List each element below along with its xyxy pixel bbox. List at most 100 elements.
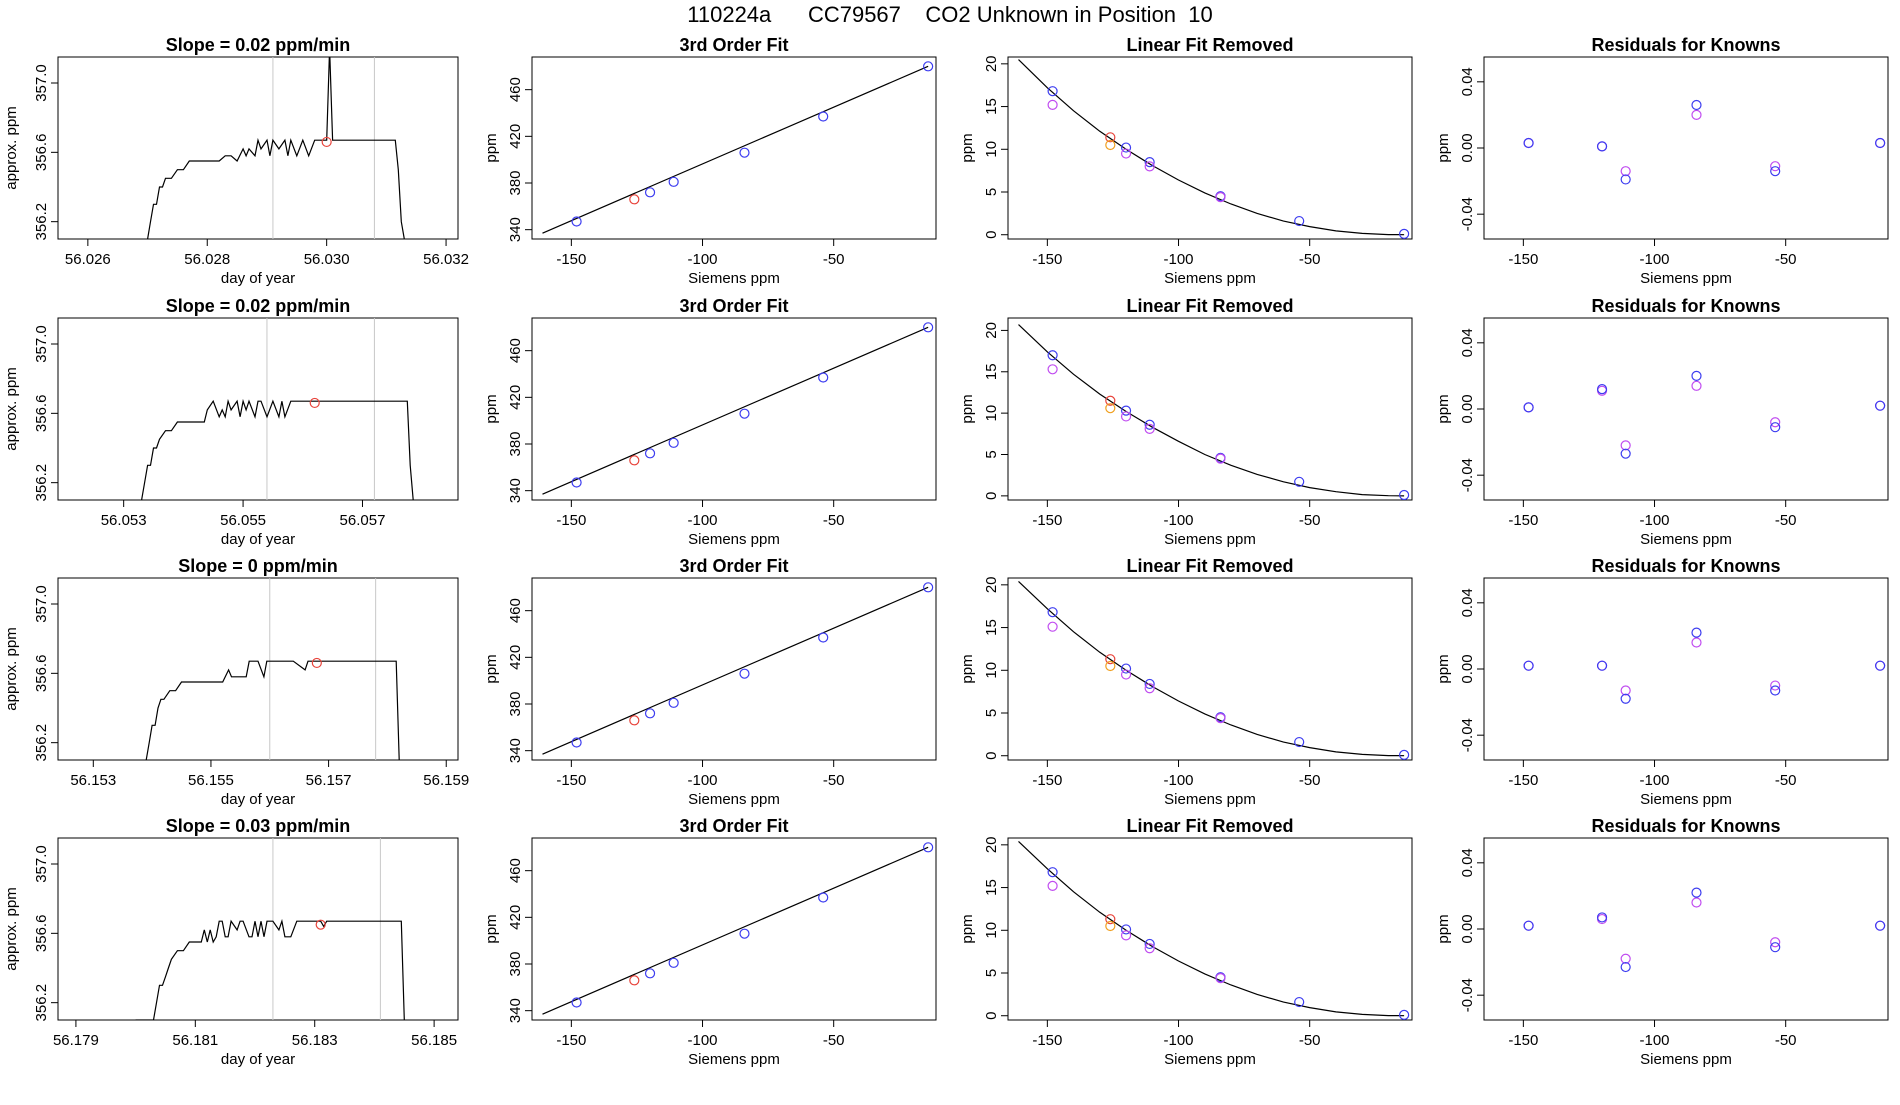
data-point <box>321 136 332 148</box>
plot-frame <box>1007 56 1413 240</box>
y-tick-label: -0.04 <box>1459 718 1476 752</box>
y-tick-label: 356.2 <box>33 464 50 502</box>
plot-area <box>145 578 400 760</box>
x-axis-label: Siemens ppm <box>688 1051 780 1068</box>
y-tick-label: 0.00 <box>1459 394 1476 423</box>
data-point <box>1596 660 1608 671</box>
y-tick-label: 357.0 <box>33 325 50 363</box>
y-tick-label: 0 <box>983 1012 1000 1020</box>
data-point <box>315 919 326 930</box>
chart-panel: Slope = 0.02 ppm/min 56.026 56.028 56.030 56… <box>3 35 469 287</box>
x-tick-label: -50 <box>1775 772 1797 789</box>
x-tick-label: 56.181 <box>172 1032 218 1049</box>
y-axis-label: ppm <box>1435 914 1452 943</box>
x-tick-label: -100 <box>1164 251 1194 268</box>
y-tick-label: 420 <box>507 124 524 149</box>
x-tick-label: 56.179 <box>53 1032 99 1049</box>
data-point <box>1215 453 1226 464</box>
x-tick-label: -100 <box>688 251 718 268</box>
y-axis-label: ppm <box>959 133 976 162</box>
y-tick-label: 460 <box>507 77 524 102</box>
x-axis-label: day of year <box>221 531 295 548</box>
y-tick-label: 10 <box>983 922 1000 939</box>
data-point <box>571 477 582 488</box>
plot-area <box>135 838 405 1020</box>
y-axis-label: approx. ppm <box>3 106 20 189</box>
chart-title: Slope = 0.03 ppm/min <box>166 816 351 836</box>
chart-title: Residuals for Knowns <box>1591 556 1780 576</box>
data-point <box>1399 1009 1410 1020</box>
data-point <box>1770 680 1781 691</box>
plot-area <box>141 318 414 500</box>
chart-panel: Residuals for Knowns -150 -100 -50 Siemens p… <box>1435 816 1889 1068</box>
y-tick-label: 356.6 <box>33 915 50 953</box>
y-tick-label: 356.6 <box>33 134 50 172</box>
x-tick-label: -50 <box>1775 251 1797 268</box>
data-point <box>1770 417 1781 428</box>
data-point <box>1596 141 1608 152</box>
data-point <box>1105 914 1116 925</box>
x-axis-label: Siemens ppm <box>688 791 780 808</box>
data-point <box>1399 489 1410 500</box>
y-tick-label: 10 <box>983 662 1000 679</box>
plot-frame <box>57 56 459 240</box>
x-axis-label: Siemens ppm <box>688 270 780 287</box>
data-point <box>1144 678 1155 690</box>
plot-area <box>542 61 934 234</box>
y-axis-label: ppm <box>483 394 500 423</box>
data-point <box>571 737 582 748</box>
chart-title: Linear Fit Removed <box>1126 816 1293 836</box>
x-tick-label: -150 <box>556 772 586 789</box>
data-line <box>147 57 405 239</box>
data-point <box>818 111 829 122</box>
data-point <box>739 408 750 419</box>
data-point <box>1047 350 1058 361</box>
data-point <box>1047 880 1058 891</box>
chart-title: Slope = 0.02 ppm/min <box>166 35 351 55</box>
data-point <box>1105 395 1116 406</box>
plot-area <box>1523 627 1886 704</box>
data-point <box>1770 161 1781 172</box>
x-tick-label: -100 <box>1164 1032 1194 1049</box>
chart-panel: Linear Fit Removed -150 -100 -50 Siemens ppm… <box>959 35 1413 287</box>
data-point <box>1294 996 1305 1008</box>
data-point <box>571 997 582 1008</box>
y-tick-label: 356.6 <box>33 395 50 433</box>
x-tick-label: -50 <box>823 1032 845 1049</box>
x-tick-label: 56.185 <box>411 1032 457 1049</box>
x-tick-label: -150 <box>1508 1032 1538 1049</box>
x-axis-label: Siemens ppm <box>1640 270 1732 287</box>
y-tick-label: 356.2 <box>33 724 50 762</box>
data-point <box>1523 920 1534 931</box>
y-tick-label: 380 <box>507 170 524 195</box>
data-point <box>1620 685 1631 696</box>
x-tick-label: -100 <box>1164 772 1194 789</box>
y-axis-label: ppm <box>1435 654 1452 683</box>
data-point <box>1875 400 1886 411</box>
plot-area <box>1018 59 1410 239</box>
data-point <box>571 216 582 227</box>
data-point <box>1120 924 1132 935</box>
y-tick-label: 20 <box>983 55 1000 72</box>
data-point <box>1294 736 1305 748</box>
data-point <box>1294 215 1305 227</box>
chart-title: Residuals for Knowns <box>1591 296 1780 316</box>
data-point <box>1620 961 1631 973</box>
plot-frame <box>57 317 459 501</box>
data-point <box>923 61 934 72</box>
plot-area <box>1018 840 1410 1020</box>
data-point <box>1047 607 1058 618</box>
data-point <box>668 957 679 968</box>
y-tick-label: 5 <box>983 450 1000 458</box>
x-axis-label: day of year <box>221 270 295 287</box>
data-point <box>309 397 320 409</box>
data-point <box>739 147 750 158</box>
y-tick-label: 15 <box>983 619 1000 636</box>
data-point <box>1144 938 1155 950</box>
data-point <box>1120 405 1132 416</box>
y-tick-label: 0.00 <box>1459 654 1476 683</box>
chart-panel: 3rd Order Fit -150 -100 -50 Siemens ppm 340 38… <box>483 296 937 548</box>
y-tick-label: 420 <box>507 645 524 670</box>
x-tick-label: -100 <box>688 1032 718 1049</box>
y-tick-label: 460 <box>507 598 524 623</box>
